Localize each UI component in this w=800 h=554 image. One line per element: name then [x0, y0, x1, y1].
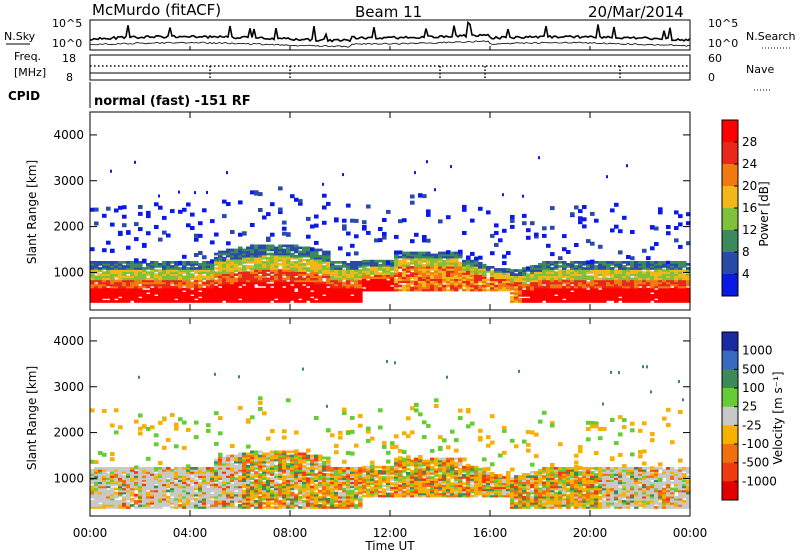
colorbar-swatch	[722, 406, 738, 426]
colorbar-tick-label: 16	[742, 201, 757, 215]
colorbar-tick-label: 24	[742, 157, 757, 171]
time-tick-label: 00:00	[73, 526, 108, 540]
time-tick-label: 04:00	[173, 526, 208, 540]
cpid-mode: normal (fast) -151 RF	[94, 94, 251, 109]
range-tick-label: 4000	[53, 334, 84, 348]
colorbar-tick-label: -1000	[742, 474, 777, 488]
noise-panel: N.Sky 10^5 10^0 10^5 10^0 N.Search	[4, 17, 796, 51]
freq-tick-high: 18	[62, 52, 76, 65]
colorbar-tick-label: -500	[742, 456, 769, 470]
noise-left-label: N.Sky	[4, 30, 36, 43]
range-tick-label: 2000	[53, 426, 84, 440]
colorbar-swatch	[722, 481, 738, 501]
range-tick-label: 4000	[53, 128, 84, 142]
colorbar-tick-label: -100	[742, 437, 769, 451]
colorbar-swatch	[722, 425, 738, 445]
time-tick-label: 16:00	[473, 526, 508, 540]
colorbar-tick-label: 28	[742, 135, 757, 149]
cpid-panel: CPID normal (fast) -151 RF	[8, 82, 251, 109]
power-colorbar-label: Power [dB]	[757, 181, 771, 246]
colorbar-swatch	[722, 186, 738, 209]
velocity-colorbar: 1000 500 100 25 -25 -100 -500 -1000	[721, 331, 777, 501]
noise-sky-trace	[89, 20, 691, 43]
time-tick-label: 20:00	[573, 526, 608, 540]
noise-search-trace	[90, 40, 691, 48]
power-heatmap	[90, 156, 691, 303]
velocity-heatmap	[90, 359, 691, 509]
time-tick-label: 12:00	[373, 526, 408, 540]
colorbar-swatch	[722, 369, 738, 389]
colorbar-tick-label: 8	[742, 245, 750, 259]
cpid-label: CPID	[8, 89, 40, 103]
colorbar-swatch	[722, 230, 738, 253]
time-tick-label: 08:00	[273, 526, 308, 540]
colorbar-tick-label: 12	[742, 223, 757, 237]
colorbar-swatch	[722, 142, 738, 165]
colorbar-swatch	[722, 252, 738, 275]
nave-tick-low: 0	[708, 71, 715, 84]
date-title: 20/Mar/2014	[588, 3, 684, 21]
beam-title: Beam 11	[355, 3, 422, 21]
nave-label: Nave	[746, 63, 774, 76]
nave-tick-high: 60	[708, 52, 722, 65]
power-colorbar: 28 24 20 16 12 8 4	[721, 119, 757, 297]
noise-right-tick-low: 10^0	[708, 37, 738, 50]
range-tick-label: 1000	[53, 471, 84, 485]
range-tick-label: 3000	[53, 174, 84, 188]
freq-label-2: [MHz]	[14, 66, 46, 79]
noise-left-tick-low: 10^0	[52, 37, 82, 50]
freq-tick-low: 8	[66, 71, 73, 84]
colorbar-tick-label: 500	[742, 362, 765, 376]
colorbar-tick-label: 1000	[742, 344, 773, 358]
colorbar-tick-label: 25	[742, 400, 757, 414]
velocity-panel: 1000 2000 3000 4000 Slant Range [km] 1000 50…	[25, 317, 785, 517]
time-axis-label: Time UT	[364, 539, 415, 553]
freq-label-1: Freq.	[14, 50, 41, 63]
velocity-ylabel: Slant Range [km]	[25, 366, 39, 470]
colorbar-swatch	[722, 208, 738, 231]
freq-panel: Freq. [MHz] 18 8 60 0 Nave	[14, 50, 774, 91]
noise-left-tick-high: 10^5	[52, 17, 82, 30]
colorbar-swatch	[722, 274, 738, 297]
noise-right-tick-high: 10^5	[708, 17, 738, 30]
colorbar-tick-label: 20	[742, 179, 757, 193]
power-panel: 1000 2000 3000 4000 Slant Range [km] 28 24 20…	[25, 111, 771, 311]
range-tick-label: 3000	[53, 380, 84, 394]
colorbar-tick-label: 100	[742, 381, 765, 395]
colorbar-swatch	[722, 350, 738, 370]
colorbar-swatch	[722, 164, 738, 187]
velocity-colorbar-label: Velocity [m s⁻¹]	[771, 371, 785, 464]
range-tick-label: 2000	[53, 220, 84, 234]
time-axis: 00:00 04:00 08:00 12:00 16:00 20:00 00:00	[73, 46, 708, 540]
colorbar-swatch	[722, 120, 738, 143]
colorbar-tick-label: -25	[742, 418, 762, 432]
range-tick-label: 1000	[53, 265, 84, 279]
colorbar-tick-label: 4	[742, 267, 750, 281]
power-ylabel: Slant Range [km]	[25, 160, 39, 264]
colorbar-swatch	[722, 388, 738, 408]
colorbar-swatch	[722, 444, 738, 464]
station-title: McMurdo (fitACF)	[92, 1, 221, 19]
colorbar-swatch	[722, 462, 738, 482]
colorbar-swatch	[722, 332, 738, 352]
time-tick-label: 00:00	[673, 526, 708, 540]
noise-right-label: N.Search	[746, 30, 796, 43]
